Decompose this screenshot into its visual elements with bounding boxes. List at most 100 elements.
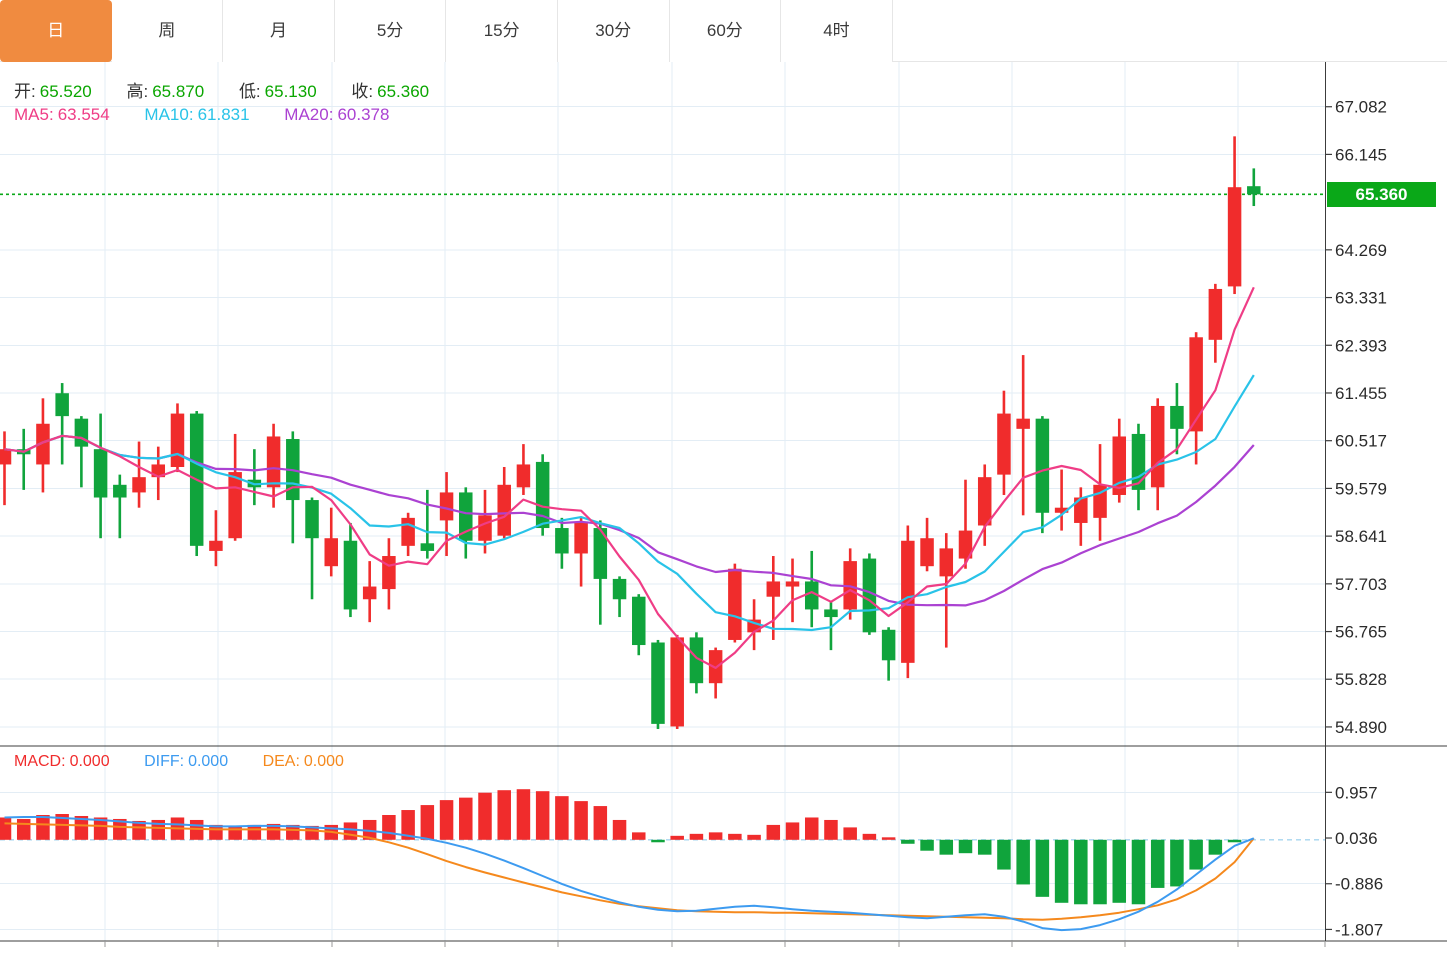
macd-bar: [55, 814, 69, 840]
candle-body: [1227, 187, 1242, 287]
grid-lines: [0, 62, 1325, 941]
ohlc-legend: 开: 65.520 高: 65.870 低: 65.130 收: 65.360: [14, 77, 433, 102]
tab-15分[interactable]: 15分: [446, 0, 558, 62]
current-price-tag: 65.360: [1327, 182, 1436, 207]
open-value: 65.520: [39, 82, 92, 101]
axis-tick-label: 60.517: [1335, 432, 1387, 451]
low-label: 低:: [238, 82, 261, 101]
macd-histogram[interactable]: [0, 789, 1242, 905]
macd-bar: [1170, 839, 1184, 887]
axis-tick-label: 59.579: [1335, 479, 1387, 498]
candle-body: [132, 477, 146, 493]
candle-body: [1208, 288, 1223, 340]
candle-wick: [310, 497, 314, 600]
close-value: 65.360: [377, 82, 430, 101]
candle-wick: [772, 556, 775, 640]
candle-body: [209, 540, 223, 551]
macd-bar: [612, 819, 627, 840]
candle-body: [1035, 418, 1050, 513]
ma5-value: 63.554: [57, 105, 110, 124]
candle-body: [343, 540, 358, 610]
macd-bar: [382, 815, 396, 840]
macd-bar: [901, 839, 915, 844]
candle-body: [170, 413, 185, 467]
candle-body: [1016, 418, 1030, 429]
candle-body: [0, 449, 12, 465]
macd-bar: [843, 827, 857, 840]
candle-body: [93, 449, 108, 498]
candle-body: [1112, 436, 1127, 495]
macd-lines: [4, 816, 1255, 932]
candle-wick: [3, 431, 6, 506]
axis-tick-label: 63.331: [1335, 289, 1387, 308]
axis-tick-label: 64.269: [1335, 241, 1387, 260]
diff-label: DIFF:: [144, 753, 185, 770]
macd-bar: [747, 834, 761, 840]
macd-bar: [1227, 839, 1242, 843]
candle-body: [881, 629, 896, 661]
axis-tick-label: 67.082: [1335, 98, 1387, 117]
macd-bar: [286, 824, 300, 840]
ma20-value: 60.378: [337, 105, 390, 124]
open-label: 开:: [14, 82, 36, 101]
candle-body: [939, 548, 954, 577]
candle-body: [74, 418, 89, 447]
macd-label: MACD:: [14, 753, 66, 770]
dea-label: DEA:: [262, 753, 300, 770]
candle-body: [36, 423, 50, 465]
axis-tick-label: 66.145: [1335, 145, 1387, 164]
macd-bar: [670, 835, 684, 840]
macd-bar: [36, 815, 50, 840]
macd-bar: [708, 832, 723, 840]
tab-周[interactable]: 周: [111, 0, 224, 62]
macd-bar: [862, 833, 877, 840]
tab-5分[interactable]: 5分: [334, 0, 447, 62]
candle-body: [977, 477, 992, 526]
candle-body: [382, 556, 396, 590]
chart-canvas[interactable]: 67.082 66.145 64.269 63.331 62.393 61.455 60.5…: [0, 62, 1447, 958]
macd-bar: [228, 825, 242, 840]
macd-bar: [824, 819, 838, 840]
macd-legend: MACD: 0.000 DIFF: 0.000 DEA: 0.000: [14, 753, 348, 771]
high-value: 65.870: [152, 82, 205, 101]
macd-bar: [555, 796, 569, 840]
tab-日[interactable]: 日: [0, 0, 112, 62]
tab-4时[interactable]: 4时: [781, 0, 893, 62]
candle-body: [401, 517, 415, 546]
macd-bar: [343, 822, 358, 840]
macd-bar: [1208, 839, 1223, 855]
axes: 67.082 66.145 64.269 63.331 62.393 61.455 60.5…: [0, 62, 1447, 947]
macd-bar: [977, 839, 992, 855]
ma10-value: 61.831: [197, 105, 250, 124]
ma10-line: [4, 374, 1255, 632]
axis-tick-label: -0.886: [1335, 875, 1383, 894]
close-label: 收:: [351, 82, 374, 101]
macd-bar: [881, 837, 896, 840]
axis-tick-label: 57.703: [1335, 575, 1387, 594]
macd-bar: [0, 817, 12, 840]
candle-body: [516, 464, 531, 488]
macd-bar: [958, 839, 973, 854]
candle-body: [785, 581, 800, 587]
candle-wick: [214, 510, 218, 567]
macd-bar: [920, 839, 934, 851]
candle-body: [478, 515, 492, 541]
macd-bar: [804, 817, 819, 840]
macd-bar: [497, 790, 511, 840]
macd-bar: [939, 839, 954, 855]
macd-bar: [362, 819, 377, 840]
candle-body: [1247, 186, 1261, 195]
candle-wick: [137, 441, 141, 508]
candle-body: [804, 581, 819, 610]
candle-body: [420, 543, 435, 551]
macd-bar: [113, 818, 127, 840]
macd-bar: [651, 839, 665, 843]
macd-value: 0.000: [69, 753, 110, 770]
ma5-label: MA5:: [14, 105, 54, 124]
tab-60分[interactable]: 60分: [669, 0, 782, 62]
tab-30分[interactable]: 30分: [557, 0, 670, 62]
macd-bar: [93, 817, 108, 840]
candlesticks[interactable]: [0, 136, 1261, 729]
tab-月[interactable]: 月: [223, 0, 335, 62]
